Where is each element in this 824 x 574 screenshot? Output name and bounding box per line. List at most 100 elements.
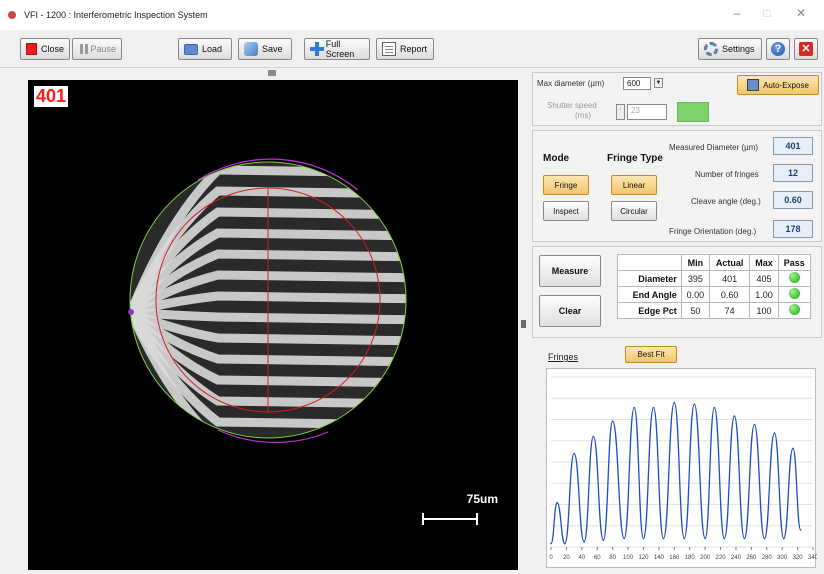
pause-button[interactable]: Pause [72,38,122,60]
shutter-speed-label: Shutter speed [547,101,597,110]
fringe-data-point [782,537,785,540]
maximize-icon[interactable]: □ [763,6,771,20]
fringe-data-point [753,423,756,426]
fringes-chart-svg: 0 20 40 60 80 100 120 140 160 180 200 220 240 260 280 3… [549,376,819,561]
x-tick-label: 340 [808,555,817,561]
auto-expose-icon [747,79,760,91]
auto-expose-button[interactable]: Auto-Expose [737,75,819,95]
row-label: Diameter [617,270,682,287]
measure-button[interactable]: Measure [539,255,601,287]
fringe-band [130,310,406,438]
fringe-data-point [573,452,575,455]
mode-section: Mode Fringe Type Fringe Inspect Linear C… [532,130,822,242]
load-button[interactable]: Load [178,38,232,60]
max-cell: 100 [749,302,779,319]
auto-expose-label: Auto-Expose [763,80,809,90]
results-header-row: Min Actual Max Pass [617,254,812,271]
x-tick-label: 120 [638,555,649,561]
row-label: Edge Pct [617,302,682,319]
min-cell: 395 [680,270,710,287]
actual-cell: 401 [708,270,751,287]
stop-icon [26,43,37,55]
fringe-data-point [704,537,706,540]
x-tick-label: 180 [685,555,696,561]
actual-cell: 0.60 [708,286,751,303]
fullscreen-button[interactable]: Full Screen [304,38,370,60]
fringe-data-point [550,542,552,545]
toolbar: Close Pause Load Save Full Screen Report… [0,30,824,68]
fullscreen-label: Full Screen [325,39,355,59]
header-pass: Pass [777,254,812,271]
fringe-data-point [799,529,802,531]
fringe-data-point [652,406,655,409]
fringe-intensity-line [550,401,802,545]
image-diameter-overlay: 401 [34,86,69,107]
x-tick-label: 100 [623,555,634,561]
settings-button[interactable]: Settings [698,38,762,60]
max-cell: 405 [749,270,779,287]
best-fit-button[interactable]: Best Fit [625,346,677,363]
fringe-data-point [583,541,585,543]
min-cell: 50 [680,302,710,319]
report-button[interactable]: Report [376,38,434,60]
max-cell: 1.00 [749,286,779,303]
actual-cell: 74 [708,302,751,319]
fringe-data-point [633,406,636,409]
header-min: Min [680,254,710,271]
fringe-data-point [713,406,716,409]
max-diameter-dropdown[interactable]: ▼ [654,78,663,88]
camera-settings-section: Max diameter (µm) 600 ▼ Auto-Expose Shut… [532,72,822,126]
x-tick-label: 200 [700,555,711,561]
x-tick-label: 260 [746,555,757,561]
x-tick-label: 280 [762,555,773,561]
fiber-end-image [128,158,407,444]
camera-image-view[interactable]: 401 75um [28,80,518,570]
table-row: Edge Pct 50 74 100 [617,302,812,319]
app-icon [8,11,16,19]
max-diameter-label: Max diameter (µm) [537,79,605,88]
window-title: VFI - 1200 : Interferometric Inspection … [24,10,208,20]
fringe-data-point [743,537,746,540]
fringe-type-circular-button[interactable]: Circular [611,201,657,221]
report-label: Report [400,44,428,54]
fringe-data-point [763,537,766,540]
x-tick-label: 240 [731,555,742,561]
shutter-speed-spinner[interactable]: ↕ [616,104,625,120]
exit-button[interactable]: ✕ [794,38,818,60]
clear-button[interactable]: Clear [539,295,601,327]
help-button[interactable]: ? [766,38,790,60]
table-row: End Angle 0.00 0.60 1.00 [617,286,812,303]
gear-icon [704,42,718,56]
fringe-orientation-value: 178 [773,220,813,238]
exposure-indicator [677,102,709,122]
x-tick-label: 220 [716,555,727,561]
fringe-orientation-label: Fringe Orientation (deg.) [669,227,757,236]
x-tick-label: 40 [578,555,585,561]
measured-diameter-label: Measured Diameter (µm) [669,143,759,152]
shutter-speed-input[interactable]: 23 [627,104,667,120]
max-diameter-input[interactable]: 600 [623,77,651,90]
min-cell: 0.00 [680,286,710,303]
window-close-icon[interactable]: ✕ [795,6,807,20]
mode-inspect-button[interactable]: Inspect [543,201,589,221]
pause-icon [78,43,89,55]
fringe-data-point [592,435,595,438]
help-icon: ? [771,42,785,56]
fringe-type-linear-button[interactable]: Linear [611,175,657,195]
number-of-fringes-value: 12 [773,164,813,182]
header-max: Max [749,254,779,271]
minimize-icon[interactable]: – [733,6,741,20]
splitter-handle-side[interactable] [521,320,526,328]
splitter-handle-top[interactable] [268,70,276,76]
x-tick-label: 300 [777,555,788,561]
mode-fringe-button[interactable]: Fringe [543,175,589,195]
settings-label: Settings [722,44,755,54]
close-icon: ✕ [799,42,813,56]
x-tick-label: 160 [669,555,680,561]
fringe-data-point [792,447,794,450]
save-icon [244,42,258,56]
save-button[interactable]: Save [238,38,292,60]
report-icon [382,42,396,56]
close-button[interactable]: Close [20,38,70,60]
fringe-data-point [733,415,736,417]
